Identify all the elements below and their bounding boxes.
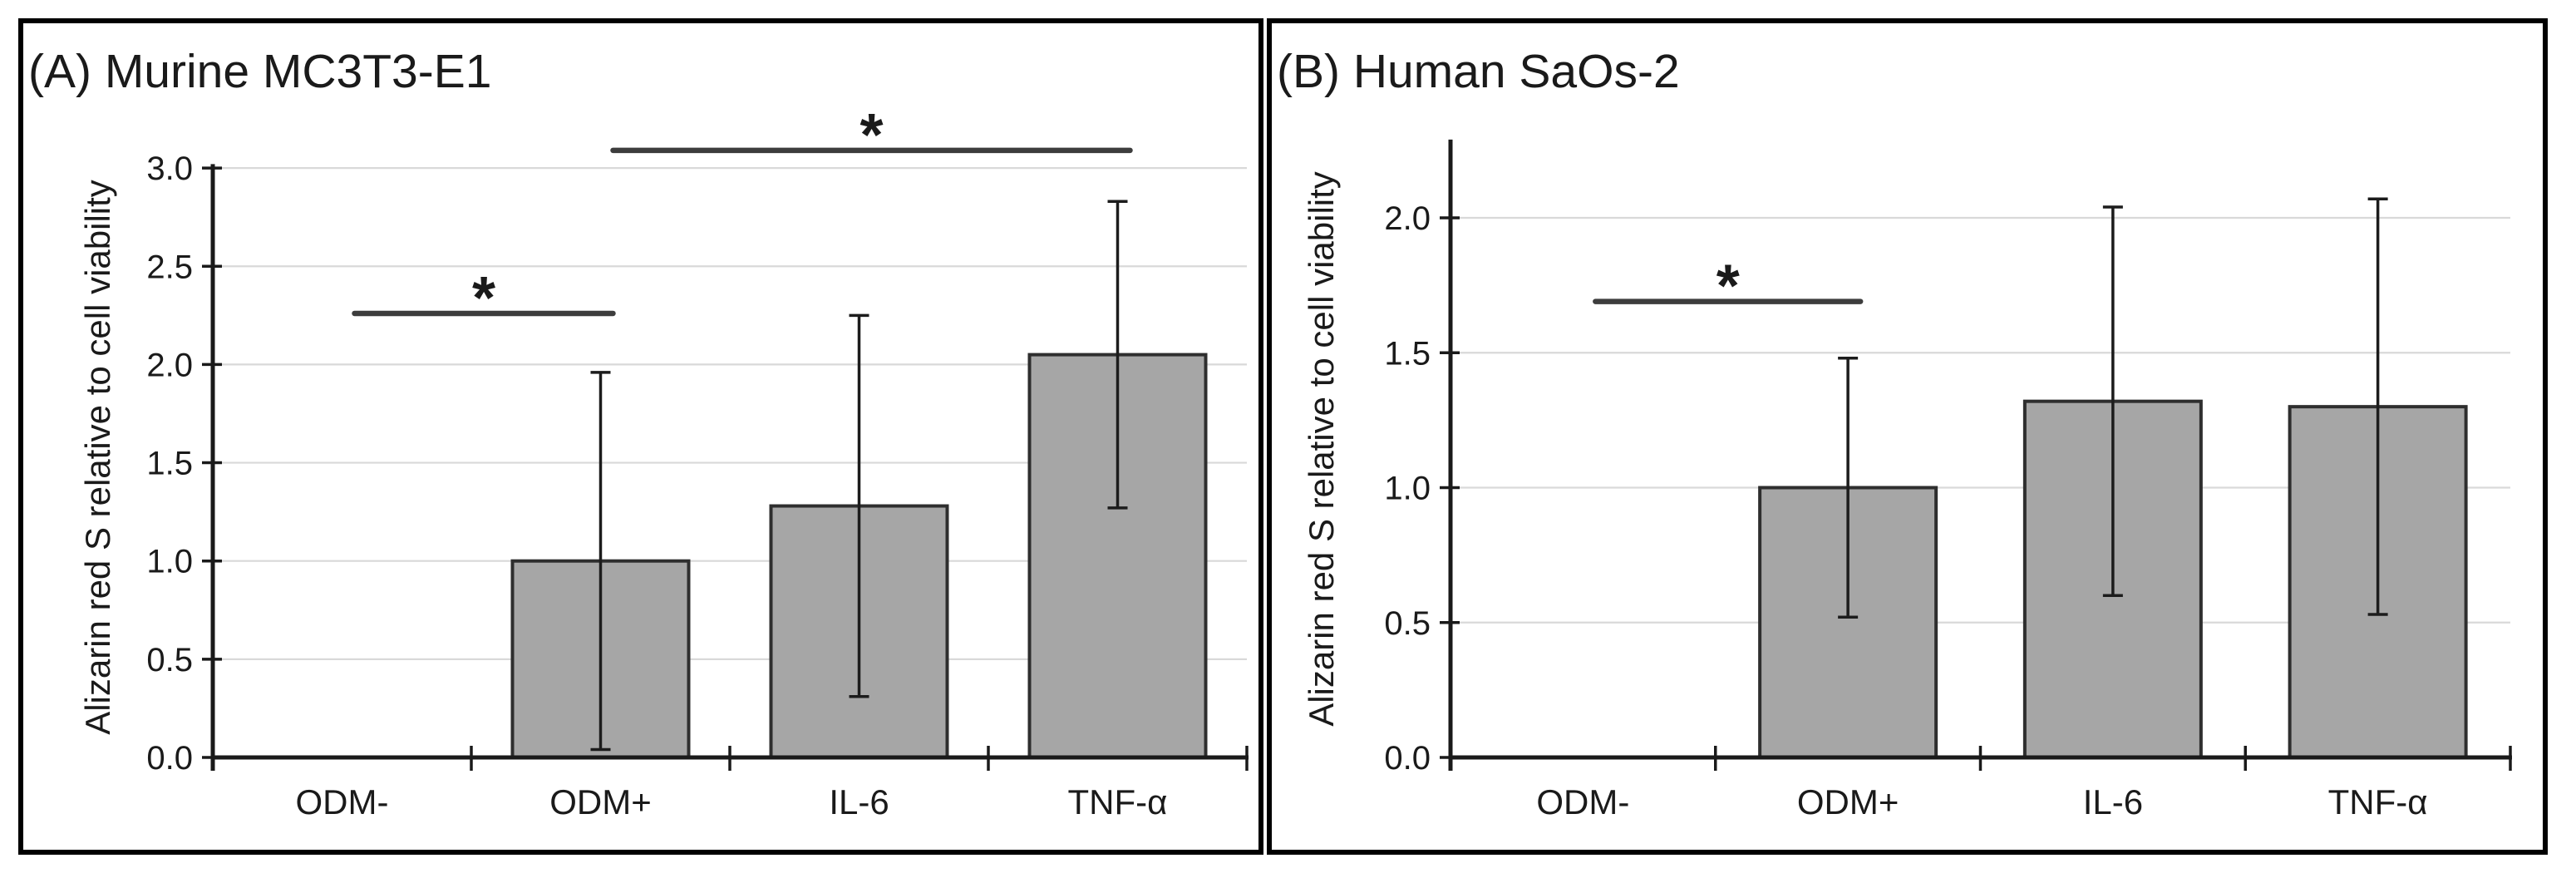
significance-asterisk: * (472, 265, 495, 332)
y-tick-label: 0.0 (1384, 740, 1431, 777)
category-label-IL-6: IL-6 (829, 782, 889, 821)
panel-a: (A) Murine MC3T3-E1 Alizarin red S relat… (18, 18, 1263, 855)
category-label-TNF-α: TNF-α (2328, 782, 2428, 821)
category-label-IL-6: IL-6 (2083, 782, 2143, 821)
panel-b-chart: 0.0 0.5 1.0 1.5 2.0 ODM- ODM+ IL-6 TNF-α * (1384, 139, 2512, 821)
y-tick-label: 1.0 (1384, 471, 1431, 507)
y-tick-label: 1.5 (1384, 335, 1431, 372)
panel-a-title: (A) Murine MC3T3-E1 (28, 45, 492, 98)
panel-b: (B) Human SaOs-2 Alizarin red S relative… (1267, 18, 2548, 855)
category-label-ODM+: ODM+ (549, 782, 652, 821)
y-tick-label: 2.0 (1384, 200, 1431, 237)
y-tick-label: 2.0 (146, 347, 193, 383)
y-tick-label: 0.0 (146, 740, 193, 777)
y-tick-label: 1.0 (146, 544, 193, 580)
category-label-ODM+: ODM+ (1797, 782, 1899, 821)
category-label-ODM-: ODM- (296, 782, 389, 821)
significance-asterisk: * (1717, 254, 1740, 320)
panel-a-chart: 0.0 0.5 1.0 1.5 2.0 2.5 3.0 ODM- ODM+ IL-6 TNF-α * * (146, 102, 1249, 821)
category-label-ODM-: ODM- (1536, 782, 1629, 821)
y-tick-label: 3.0 (146, 150, 193, 187)
panel-b-title: (B) Human SaOs-2 (1277, 45, 1680, 98)
significance-asterisk: * (859, 102, 883, 169)
y-tick-label: 2.5 (146, 249, 193, 285)
y-tick-label: 0.5 (146, 642, 193, 678)
category-label-TNF-α: TNF-α (1068, 782, 1168, 821)
y-tick-label: 0.5 (1384, 605, 1431, 642)
y-tick-label: 1.5 (146, 446, 193, 482)
